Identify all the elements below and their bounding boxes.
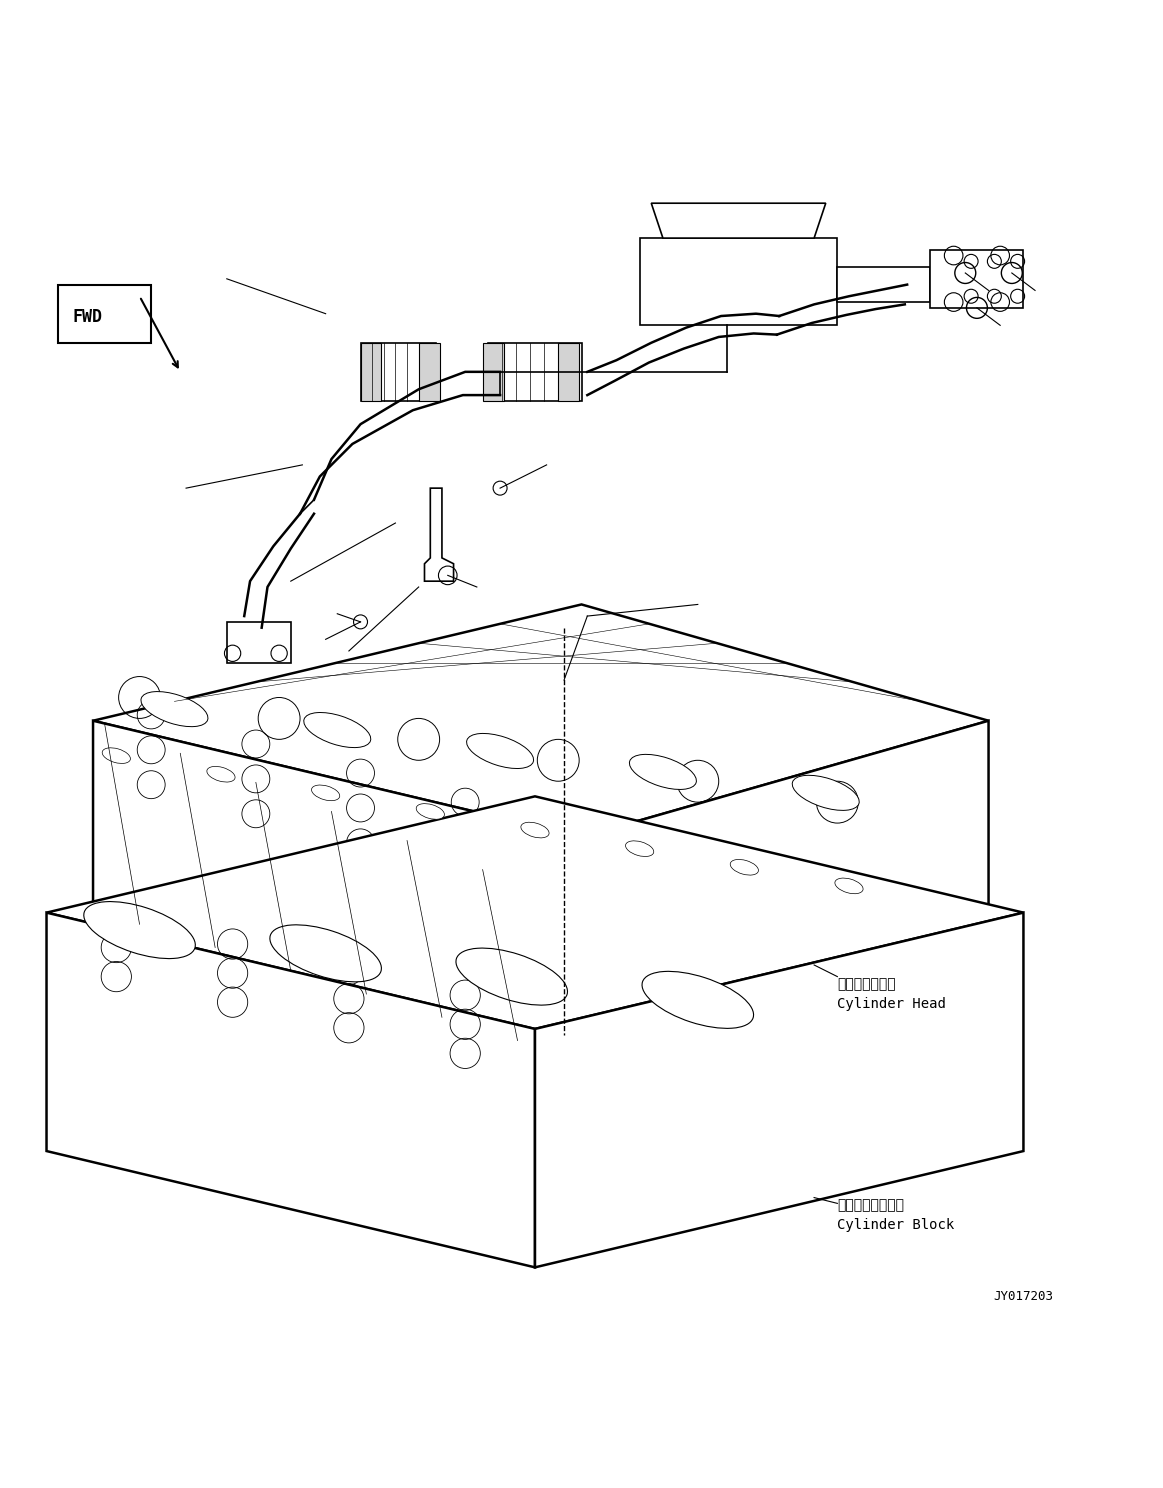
Polygon shape [47, 796, 1023, 1028]
Ellipse shape [642, 972, 754, 1028]
FancyBboxPatch shape [488, 342, 582, 400]
Ellipse shape [304, 713, 371, 747]
Text: FWD: FWD [72, 308, 102, 326]
Polygon shape [651, 204, 826, 238]
Ellipse shape [270, 926, 381, 982]
Ellipse shape [207, 766, 235, 783]
Polygon shape [47, 912, 535, 1268]
Polygon shape [582, 720, 989, 1034]
Polygon shape [93, 720, 582, 1034]
Ellipse shape [456, 948, 568, 1004]
Ellipse shape [466, 734, 534, 768]
Text: JY017203: JY017203 [993, 1290, 1054, 1303]
Polygon shape [837, 268, 930, 302]
Ellipse shape [521, 823, 549, 838]
Ellipse shape [792, 775, 859, 811]
Ellipse shape [312, 786, 340, 801]
FancyBboxPatch shape [930, 250, 1023, 308]
FancyBboxPatch shape [58, 284, 151, 342]
Ellipse shape [416, 804, 444, 820]
Ellipse shape [629, 754, 697, 790]
Ellipse shape [835, 878, 863, 894]
Text: シリンダヘッド
Cylinder Head: シリンダヘッド Cylinder Head [837, 978, 947, 1010]
Polygon shape [640, 238, 837, 326]
Polygon shape [93, 604, 989, 838]
Text: シリンダブロック
Cylinder Block: シリンダブロック Cylinder Block [837, 1198, 955, 1232]
Ellipse shape [84, 902, 195, 958]
Ellipse shape [626, 841, 654, 857]
FancyBboxPatch shape [419, 342, 440, 400]
FancyBboxPatch shape [227, 622, 291, 662]
Polygon shape [535, 912, 1023, 1268]
Ellipse shape [141, 692, 208, 726]
FancyBboxPatch shape [361, 342, 381, 400]
FancyBboxPatch shape [483, 342, 504, 400]
Ellipse shape [102, 748, 130, 763]
Ellipse shape [730, 860, 758, 875]
FancyBboxPatch shape [361, 342, 436, 400]
FancyBboxPatch shape [558, 342, 579, 400]
Polygon shape [424, 488, 454, 582]
